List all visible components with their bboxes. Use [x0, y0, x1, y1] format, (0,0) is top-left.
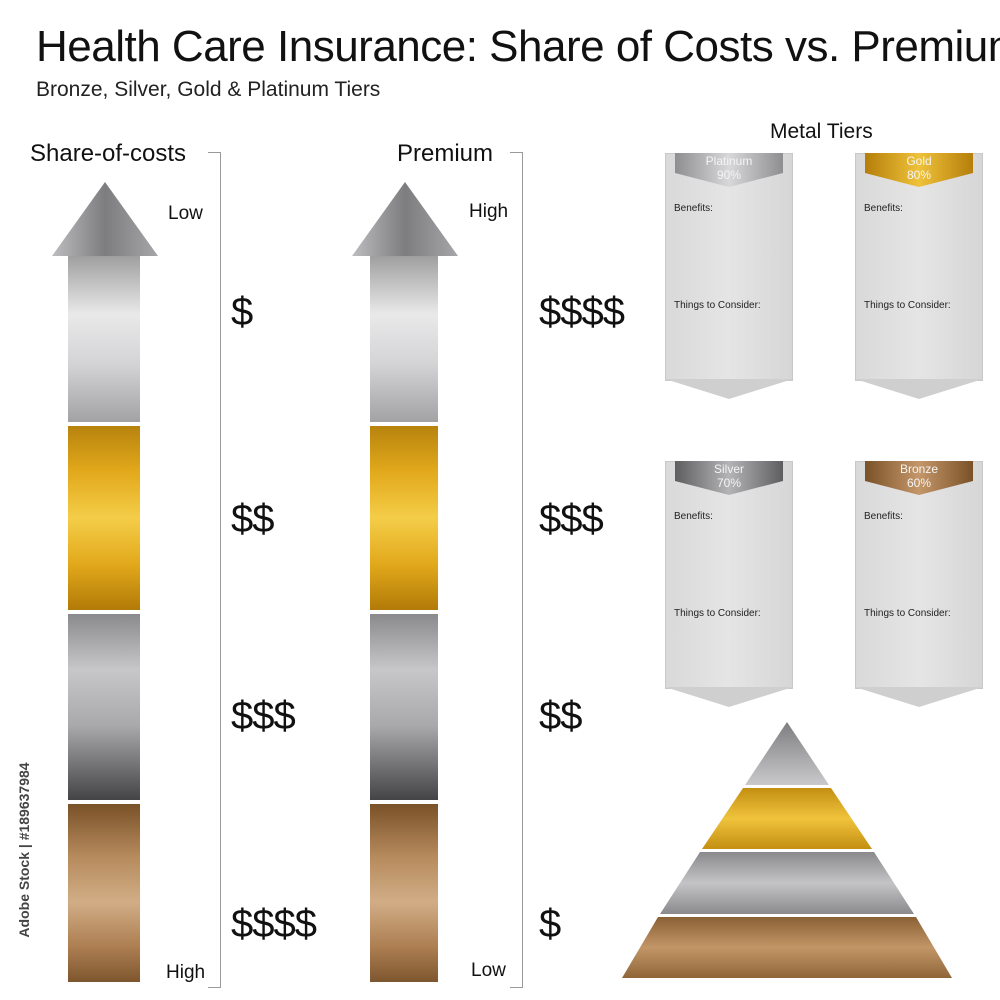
bronze-ribbon — [865, 461, 973, 495]
stock-watermark-text: Adobe Stock | #189637984 — [16, 762, 32, 938]
pyramid-bronze-tier — [622, 917, 952, 978]
gold-benefits-label: Benefits: — [864, 203, 903, 214]
bronze-tier-percent: 60% — [906, 476, 932, 490]
share-of-costs-level-2: $$ — [231, 497, 274, 541]
premium-heading: Premium — [397, 140, 494, 167]
silver-tier-card: Silver 70% Benefits: Things to Consider: — [665, 461, 793, 707]
premium-arrow — [352, 182, 458, 982]
gold-ribbon — [865, 153, 973, 187]
bronze-tier-name: Bronze — [899, 462, 939, 476]
gold-tier-card: Gold 80% Benefits: Things to Consider: — [855, 153, 983, 399]
bronze-segment — [370, 804, 438, 982]
platinum-ribbon-label: Platinum 90% — [675, 154, 783, 182]
silver-benefits-label: Benefits: — [674, 511, 713, 522]
silver-ribbon — [675, 461, 783, 495]
stock-watermark: Adobe Stock | #189637984 — [14, 762, 34, 938]
bronze-consider-label: Things to Consider: — [864, 608, 951, 619]
platinum-consider-label: Things to Consider: — [674, 300, 761, 311]
share-of-costs-top-label: Low — [168, 203, 203, 224]
premium-level-3: $$ — [539, 694, 582, 738]
gold-consider-label: Things to Consider: — [864, 300, 951, 311]
silver-consider-label: Things to Consider: — [674, 608, 761, 619]
platinum-segment — [68, 256, 140, 422]
share-of-costs-arrow — [52, 182, 158, 982]
platinum-tier-name: Platinum — [705, 154, 753, 168]
premium-top-label: High — [469, 201, 509, 222]
premium-scale-bracket — [510, 152, 523, 988]
metal-tiers-heading: Metal Tiers — [770, 120, 873, 143]
platinum-benefits-label: Benefits: — [674, 203, 713, 214]
silver-segment — [68, 614, 140, 800]
silver-tier-percent: 70% — [716, 476, 742, 490]
card-point-icon — [855, 379, 983, 399]
pyramid-platinum-tier — [745, 722, 829, 785]
silver-ribbon-label: Silver 70% — [675, 462, 783, 490]
share-of-costs-scale-bracket — [208, 152, 221, 988]
page-title: Health Care Insurance: Share of Costs vs… — [36, 22, 1000, 71]
gold-segment — [370, 426, 438, 610]
bronze-tier-card: Bronze 60% Benefits: Things to Consider: — [855, 461, 983, 707]
platinum-ribbon — [675, 153, 783, 187]
arrow-head-icon — [352, 182, 458, 256]
share-of-costs-heading: Share-of-costs — [30, 140, 187, 167]
premium-level-2: $$$ — [539, 497, 604, 541]
bronze-ribbon-label: Bronze 60% — [865, 462, 973, 490]
share-of-costs-level-4: $$$$ — [231, 902, 317, 946]
card-point-icon — [855, 687, 983, 707]
premium-bottom-label: Low — [471, 960, 506, 981]
platinum-segment — [370, 256, 438, 422]
premium-level-4: $ — [539, 902, 561, 946]
gold-ribbon-label: Gold 80% — [865, 154, 973, 182]
gold-tier-name: Gold — [906, 154, 932, 168]
platinum-tier-percent: 90% — [716, 168, 742, 182]
card-point-icon — [665, 379, 793, 399]
page-subtitle: Bronze, Silver, Gold & Platinum Tiers — [36, 78, 381, 101]
premium-level-1: $$$$ — [539, 290, 625, 334]
metal-tier-pyramid — [622, 722, 952, 978]
arrow-head-icon — [52, 182, 158, 256]
card-point-icon — [665, 687, 793, 707]
bronze-benefits-label: Benefits: — [864, 511, 903, 522]
gold-segment — [68, 426, 140, 610]
bronze-segment — [68, 804, 140, 982]
share-of-costs-level-3: $$$ — [231, 694, 296, 738]
silver-tier-name: Silver — [713, 462, 744, 476]
share-of-costs-bottom-label: High — [166, 962, 206, 983]
pyramid-gold-tier — [702, 788, 872, 849]
silver-segment — [370, 614, 438, 800]
share-of-costs-level-1: $ — [231, 290, 253, 334]
platinum-tier-card: Platinum 90% Benefits: Things to Conside… — [665, 153, 793, 399]
gold-tier-percent: 80% — [906, 168, 932, 182]
pyramid-silver-tier — [660, 852, 914, 914]
